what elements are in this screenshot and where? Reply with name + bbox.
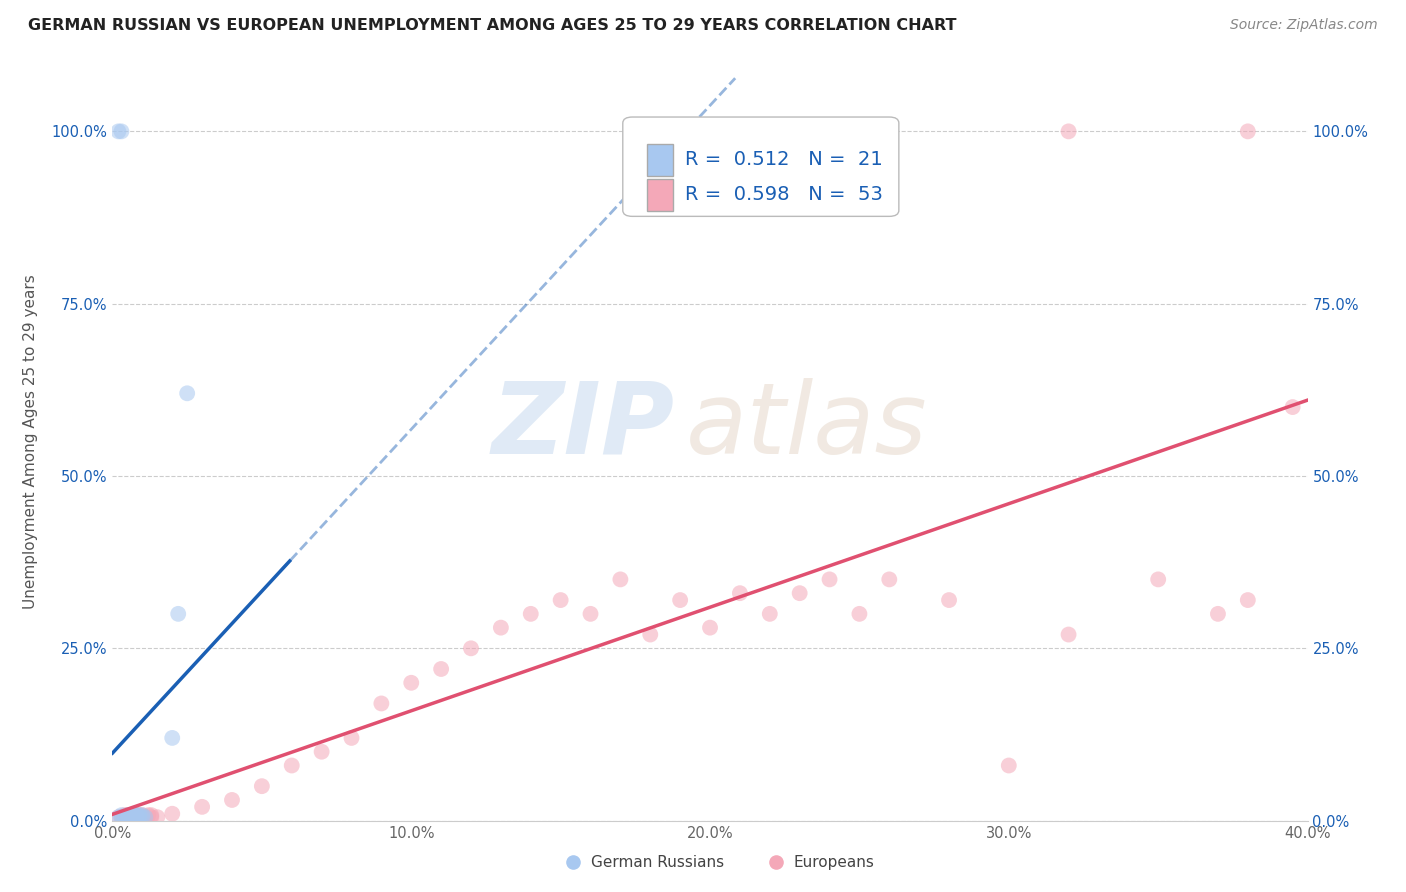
Text: GERMAN RUSSIAN VS EUROPEAN UNEMPLOYMENT AMONG AGES 25 TO 29 YEARS CORRELATION CH: GERMAN RUSSIAN VS EUROPEAN UNEMPLOYMENT …: [28, 18, 956, 33]
Text: R =  0.512   N =  21: R = 0.512 N = 21: [685, 150, 883, 169]
Text: ZIP: ZIP: [491, 378, 675, 475]
Point: [370, 697, 392, 711]
Point: [250, 779, 273, 793]
Point: [640, 627, 662, 641]
Point: [141, 808, 163, 822]
Point: [128, 808, 150, 822]
Point: [131, 810, 153, 824]
Point: [128, 808, 150, 822]
Point: [146, 810, 169, 824]
Bar: [647, 178, 673, 211]
Point: [167, 607, 190, 621]
Point: [311, 745, 333, 759]
Bar: [647, 144, 673, 176]
Point: [110, 124, 132, 138]
Point: [401, 675, 423, 690]
Point: [550, 593, 572, 607]
Point: [879, 573, 901, 587]
Point: [221, 793, 243, 807]
Point: [128, 810, 150, 824]
Point: [110, 810, 132, 824]
Point: [125, 810, 148, 824]
Point: [125, 808, 148, 822]
Point: [430, 662, 453, 676]
Point: [1251, 851, 1274, 865]
Point: [110, 810, 132, 824]
Point: [191, 800, 214, 814]
Point: [669, 593, 692, 607]
Text: German Russians: German Russians: [591, 855, 724, 870]
Point: [125, 810, 148, 824]
Point: [128, 810, 150, 824]
Point: [759, 607, 782, 621]
Point: [281, 758, 304, 772]
Point: [609, 573, 631, 587]
Point: [789, 586, 811, 600]
Point: [110, 808, 132, 822]
Point: [176, 386, 198, 401]
Point: [1057, 627, 1080, 641]
Y-axis label: Unemployment Among Ages 25 to 29 years: Unemployment Among Ages 25 to 29 years: [22, 274, 38, 609]
Point: [1057, 124, 1080, 138]
Point: [134, 810, 156, 824]
Text: atlas: atlas: [686, 378, 928, 475]
Text: Source: ZipAtlas.com: Source: ZipAtlas.com: [1230, 18, 1378, 32]
Point: [122, 806, 145, 821]
Point: [1237, 593, 1260, 607]
Text: R =  0.598   N =  53: R = 0.598 N = 53: [685, 186, 883, 204]
Point: [1147, 573, 1170, 587]
Point: [120, 810, 142, 824]
Point: [117, 810, 139, 824]
Point: [120, 808, 142, 822]
Point: [759, 124, 782, 138]
Text: Europeans: Europeans: [793, 855, 875, 870]
Point: [122, 810, 145, 824]
Point: [120, 810, 142, 824]
Point: [460, 641, 482, 656]
Point: [728, 586, 751, 600]
Point: [114, 810, 135, 824]
Point: [489, 621, 512, 635]
Point: [134, 810, 156, 824]
Point: [141, 810, 163, 824]
Point: [848, 607, 870, 621]
Point: [818, 573, 841, 587]
Point: [107, 810, 129, 824]
Point: [117, 810, 139, 824]
Point: [162, 806, 183, 821]
Point: [107, 124, 129, 138]
Point: [340, 731, 363, 745]
Point: [131, 808, 153, 822]
Point: [114, 810, 135, 824]
Point: [120, 808, 142, 822]
Point: [122, 810, 145, 824]
Point: [699, 621, 721, 635]
Point: [122, 808, 145, 822]
Point: [998, 758, 1021, 772]
Point: [1237, 124, 1260, 138]
Point: [125, 808, 148, 822]
Point: [579, 607, 602, 621]
Point: [117, 808, 139, 822]
Point: [520, 607, 543, 621]
Point: [162, 731, 183, 745]
Point: [122, 808, 145, 822]
Point: [938, 593, 960, 607]
Point: [138, 808, 160, 822]
Point: [117, 808, 139, 822]
Point: [131, 808, 153, 822]
Point: [114, 808, 135, 822]
Point: [1206, 607, 1229, 621]
Point: [131, 810, 153, 824]
Point: [1281, 400, 1303, 414]
FancyBboxPatch shape: [623, 117, 898, 217]
Point: [107, 810, 129, 824]
